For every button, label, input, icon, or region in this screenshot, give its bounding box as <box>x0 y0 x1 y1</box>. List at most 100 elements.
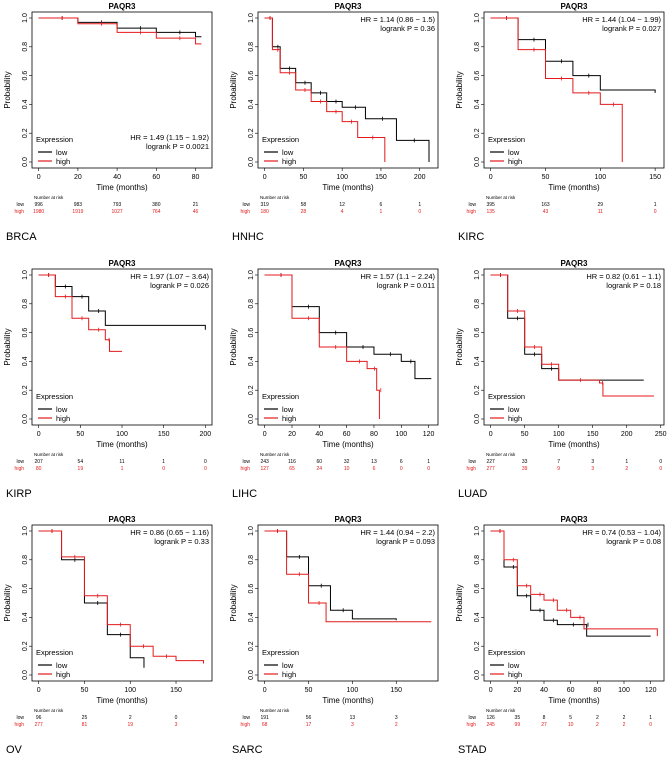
x-tick-label: 60 <box>152 174 160 181</box>
chart-title: PAQR3 <box>109 515 137 524</box>
risk-count-low: 996 <box>34 202 43 208</box>
y-tick-label: 0.6 <box>474 71 481 81</box>
y-tick-label: 0.8 <box>248 299 255 309</box>
risk-count-high: 19 <box>127 722 133 728</box>
x-tick-label: 100 <box>116 431 128 438</box>
y-axis-label: Probability <box>229 328 238 365</box>
survival-curve-high <box>38 274 122 352</box>
logrank-p: logrank P = 0.026 <box>150 281 209 290</box>
risk-count-low: 2 <box>623 715 626 721</box>
risk-count-low: 11 <box>119 459 124 465</box>
chart-title: PAQR3 <box>561 2 589 11</box>
x-tick-label: 0 <box>489 174 493 181</box>
legend-title: Expression <box>488 392 525 401</box>
risk-count-high: 43 <box>543 209 549 215</box>
x-axis-label: Time (months) <box>548 696 600 705</box>
risk-row-label-high: high <box>241 466 251 472</box>
x-tick-label: 120 <box>423 431 435 438</box>
y-tick-label: 0.2 <box>474 385 481 395</box>
risk-count-high: 39 <box>522 466 528 472</box>
risk-count-high: 9 <box>557 466 560 472</box>
x-tick-label: 50 <box>300 174 308 181</box>
risk-count-low: 3 <box>591 459 594 465</box>
cancer-type-label: LIHC <box>232 488 257 500</box>
x-tick-label: 0 <box>263 431 267 438</box>
risk-count-high: 180 <box>260 209 269 215</box>
x-tick-label: 150 <box>649 174 661 181</box>
risk-count-high: 17 <box>306 722 312 728</box>
y-tick-label: 0.6 <box>22 328 29 338</box>
hazard-ratio: HR = 1.49 (1.15 − 1.92) <box>130 133 209 142</box>
risk-count-high: 19 <box>78 466 84 472</box>
legend-label-high: high <box>56 670 70 679</box>
x-tick-label: 100 <box>553 431 565 438</box>
legend-label-low: low <box>282 661 294 670</box>
cancer-type-label: OV <box>6 744 23 756</box>
risk-row-label-low: low <box>468 715 476 721</box>
chart-title: PAQR3 <box>109 259 137 268</box>
survival-curve-high <box>38 17 202 45</box>
risk-count-high: 2 <box>623 722 626 728</box>
risk-count-high: 277 <box>34 722 43 728</box>
risk-count-low: 13 <box>371 459 377 465</box>
risk-count-high: 1 <box>380 209 383 215</box>
x-tick-label: 100 <box>347 687 359 694</box>
hazard-ratio: HR = 0.82 (0.61 − 1.1) <box>586 272 661 281</box>
risk-count-low: 96 <box>36 715 42 721</box>
x-tick-label: 100 <box>395 431 407 438</box>
risk-count-high: 11 <box>598 209 603 215</box>
y-axis-label: Probability <box>229 71 238 108</box>
survival-curve-low <box>264 274 432 380</box>
risk-count-low: 380 <box>152 202 161 208</box>
x-tick-label: 200 <box>621 431 633 438</box>
y-tick-label: 0.0 <box>248 670 255 680</box>
risk-row-label-low: low <box>242 202 250 208</box>
y-tick-label: 0.4 <box>248 612 255 622</box>
y-tick-label: 1.0 <box>474 13 481 23</box>
x-tick-label: 40 <box>113 174 121 181</box>
hazard-ratio: HR = 1.44 (1.04 − 1.99) <box>582 15 661 24</box>
cancer-type-label: LUAD <box>458 488 487 500</box>
risk-count-low: 395 <box>486 202 495 208</box>
risk-count-high: 3 <box>175 722 178 728</box>
risk-count-high: 2 <box>625 466 628 472</box>
legend-title: Expression <box>488 135 525 144</box>
risk-count-high: 0 <box>162 466 165 472</box>
risk-count-high: 127 <box>260 466 269 472</box>
risk-count-low: 58 <box>301 202 307 208</box>
risk-count-low: 60 <box>317 459 323 465</box>
risk-count-low: 126 <box>486 715 495 721</box>
y-tick-label: 0.2 <box>248 128 255 138</box>
risk-count-high: 3 <box>591 466 594 472</box>
x-tick-label: 20 <box>513 687 521 694</box>
plot-frame <box>31 524 213 682</box>
risk-row-label-low: low <box>242 459 250 465</box>
survival-curve-high <box>264 530 432 623</box>
x-axis-label: Time (months) <box>322 440 374 449</box>
x-tick-label: 0 <box>37 687 41 694</box>
risk-row-label-high: high <box>15 722 25 728</box>
y-tick-label: 1.0 <box>22 270 29 280</box>
y-tick-label: 0.8 <box>474 555 481 565</box>
chart-title: PAQR3 <box>561 515 589 524</box>
risk-count-low: 243 <box>260 459 269 465</box>
x-tick-label: 50 <box>76 431 84 438</box>
y-tick-label: 0.6 <box>248 584 255 594</box>
y-tick-label: 0.2 <box>248 385 255 395</box>
risk-count-high: 0 <box>659 466 662 472</box>
km-panel-hnhc: PAQR3 0.0 0.2 0.4 0.6 0.8 1.0 Probability 0 50 100… <box>229 2 439 243</box>
risk-count-low: 33 <box>522 459 528 465</box>
risk-table-title: Number at risk <box>260 195 290 200</box>
survival-curve-high <box>490 17 623 162</box>
risk-row-label-low: low <box>16 202 24 208</box>
y-tick-label: 0.6 <box>22 71 29 81</box>
y-tick-label: 1.0 <box>22 13 29 23</box>
legend-title: Expression <box>36 135 73 144</box>
y-axis-label: Probability <box>3 328 12 365</box>
x-axis-label: Time (months) <box>96 183 148 192</box>
y-tick-label: 1.0 <box>248 13 255 23</box>
y-axis-label: Probability <box>3 71 12 108</box>
plot-frame <box>257 524 439 682</box>
cancer-type-label: HNHC <box>232 231 264 243</box>
